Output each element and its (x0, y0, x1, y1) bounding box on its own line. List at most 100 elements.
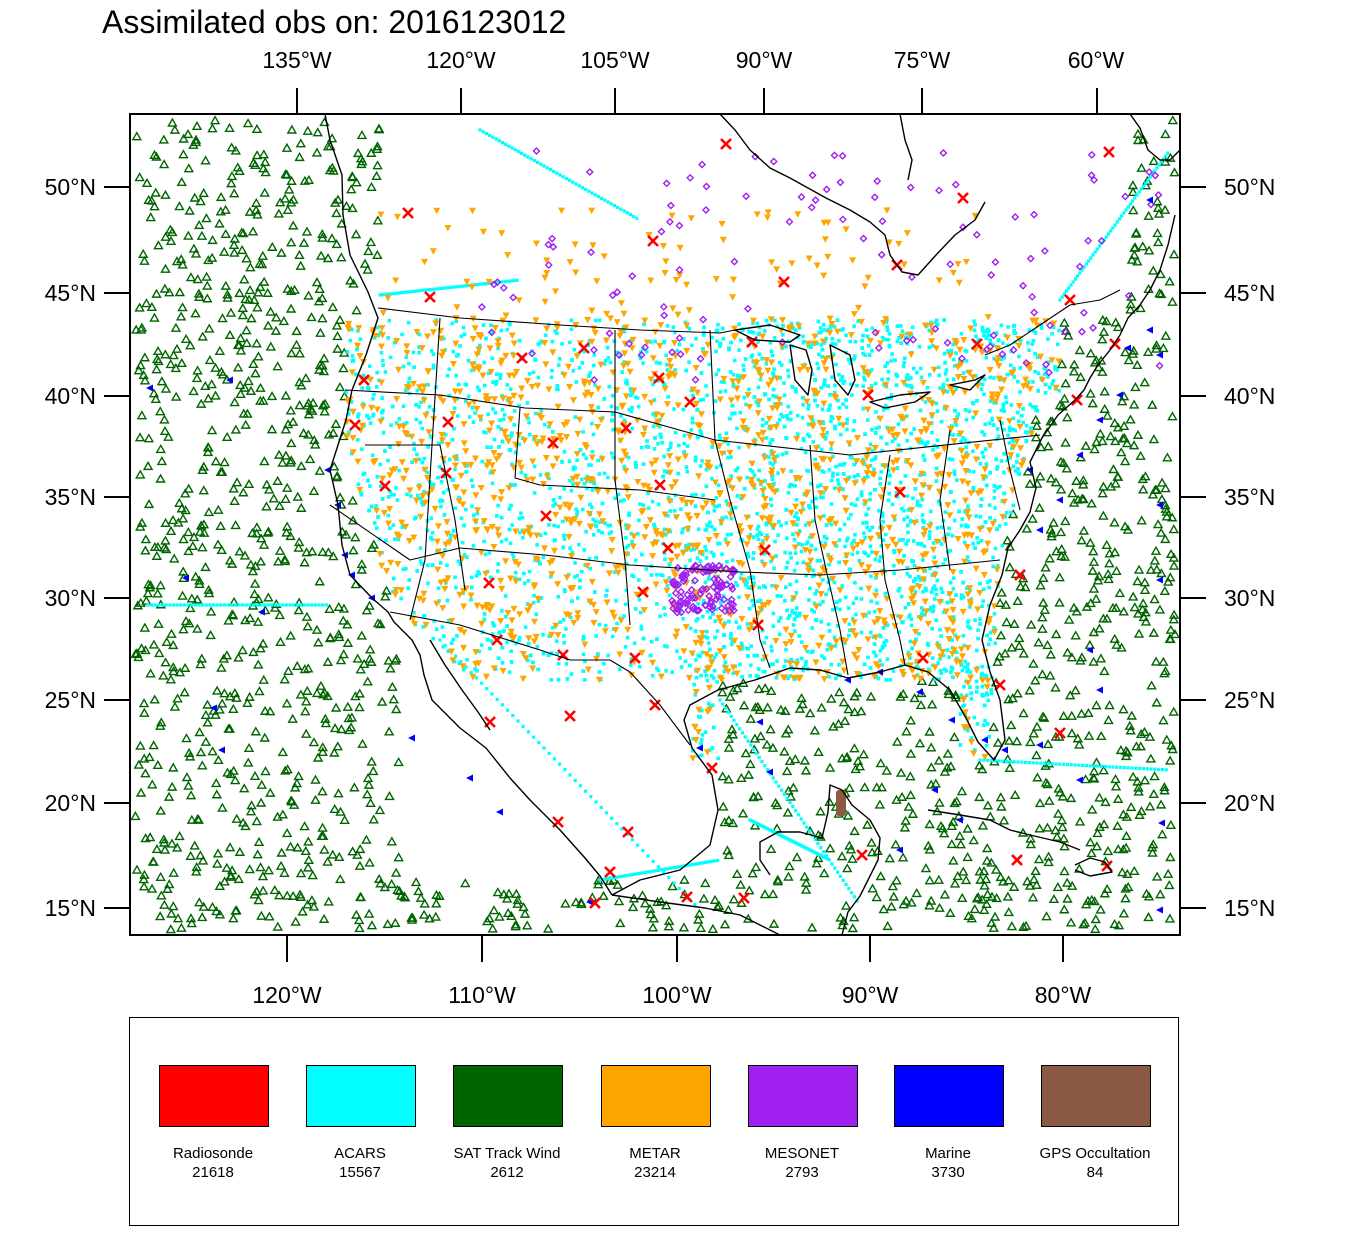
sat-track-wind-marker (134, 172, 145, 182)
acars-marker (579, 569, 584, 574)
sat-track-wind-marker (279, 674, 290, 684)
acars-marker (761, 584, 766, 588)
acars-marker (452, 406, 457, 411)
acars-marker (778, 616, 783, 620)
sat-track-wind-marker (174, 287, 186, 297)
sat-track-wind-marker (1059, 841, 1070, 851)
acars-marker (844, 538, 849, 543)
acars-marker (469, 368, 474, 373)
acars-marker (782, 393, 787, 398)
acars-marker (525, 658, 530, 663)
sat-track-wind-marker (216, 466, 228, 476)
sat-track-wind-marker (320, 718, 332, 728)
sat-track-wind-marker (251, 522, 263, 532)
acars-marker (750, 599, 754, 603)
sat-track-wind-marker (950, 689, 961, 700)
acars-marker (708, 703, 712, 708)
acars-marker (612, 339, 616, 344)
acars-marker (1043, 390, 1048, 395)
acars-marker (920, 513, 925, 517)
sat-track-wind-marker (1150, 484, 1161, 494)
acars-marker (711, 676, 716, 680)
acars-marker (624, 536, 628, 540)
sat-track-wind-marker (1014, 633, 1025, 643)
sat-track-wind-marker (158, 134, 170, 144)
acars-marker (820, 355, 824, 359)
acars-marker (627, 513, 631, 517)
sat-track-wind-marker (257, 638, 269, 648)
acars-marker (958, 712, 963, 716)
acars-marker (610, 412, 615, 417)
acars-marker (881, 519, 886, 524)
sat-track-wind-marker (745, 758, 756, 769)
acars-marker (814, 618, 819, 622)
acars-marker (728, 636, 733, 640)
acars-marker (186, 603, 190, 607)
acars-marker (457, 495, 461, 500)
sat-track-wind-marker (299, 175, 311, 185)
sat-track-wind-marker (168, 350, 179, 360)
sat-track-wind-marker (174, 497, 185, 507)
sat-track-wind-marker (1164, 276, 1175, 286)
sat-track-wind-marker (192, 365, 203, 375)
acars-marker (760, 356, 764, 361)
acars-marker (431, 287, 435, 291)
acars-marker (872, 650, 876, 655)
acars-marker (959, 523, 964, 528)
acars-marker (675, 349, 680, 353)
sat-track-wind-marker (1109, 633, 1120, 643)
acars-marker (744, 646, 749, 651)
acars-marker (502, 629, 506, 633)
acars-marker (779, 412, 783, 417)
observation-markers (130, 115, 1181, 934)
acars-marker (955, 656, 959, 661)
sat-track-wind-marker (363, 779, 375, 789)
sat-track-wind-marker (139, 255, 150, 265)
acars-marker (461, 325, 466, 330)
acars-marker (208, 603, 212, 607)
acars-marker (796, 542, 801, 546)
sat-track-wind-marker (487, 923, 498, 933)
sat-track-wind-marker (1070, 630, 1081, 640)
acars-marker (960, 517, 965, 521)
acars-marker (508, 322, 512, 327)
acars-marker (801, 668, 805, 673)
acars-marker (826, 384, 830, 388)
acars-marker (905, 373, 910, 377)
acars-marker (739, 572, 744, 576)
sat-track-wind-marker (393, 757, 404, 767)
sat-track-wind-marker (283, 665, 294, 675)
sat-track-wind-marker (1155, 799, 1167, 809)
acars-marker (262, 603, 267, 607)
acars-marker (762, 329, 767, 333)
acars-marker (931, 541, 936, 545)
acars-marker (929, 320, 933, 325)
sat-track-wind-marker (1018, 708, 1029, 718)
sat-track-wind-marker (393, 852, 404, 862)
sat-track-wind-marker (1150, 656, 1162, 666)
sat-track-wind-marker (512, 895, 523, 905)
sat-track-wind-marker (1038, 572, 1049, 582)
acars-marker (179, 603, 183, 607)
acars-marker (992, 612, 997, 616)
acars-marker (922, 458, 927, 462)
sat-track-wind-marker (328, 461, 340, 471)
sat-track-wind-marker (1095, 904, 1106, 914)
sat-track-wind-marker (138, 369, 149, 380)
acars-marker (900, 329, 905, 334)
sat-track-wind-marker (195, 850, 206, 860)
acars-marker (821, 600, 825, 604)
sat-track-wind-marker (924, 875, 935, 885)
sat-track-wind-marker (347, 171, 358, 181)
acars-marker (939, 634, 943, 638)
sat-track-wind-marker (219, 876, 230, 886)
acars-marker (917, 344, 922, 349)
acars-marker (431, 482, 436, 487)
sat-track-wind-marker (430, 911, 441, 921)
sat-track-wind-marker (1050, 825, 1061, 835)
sat-track-wind-marker (1018, 921, 1029, 931)
acars-marker (716, 541, 720, 546)
acars-marker (963, 438, 967, 442)
sat-track-wind-marker (1150, 545, 1162, 555)
acars-marker (775, 324, 780, 329)
